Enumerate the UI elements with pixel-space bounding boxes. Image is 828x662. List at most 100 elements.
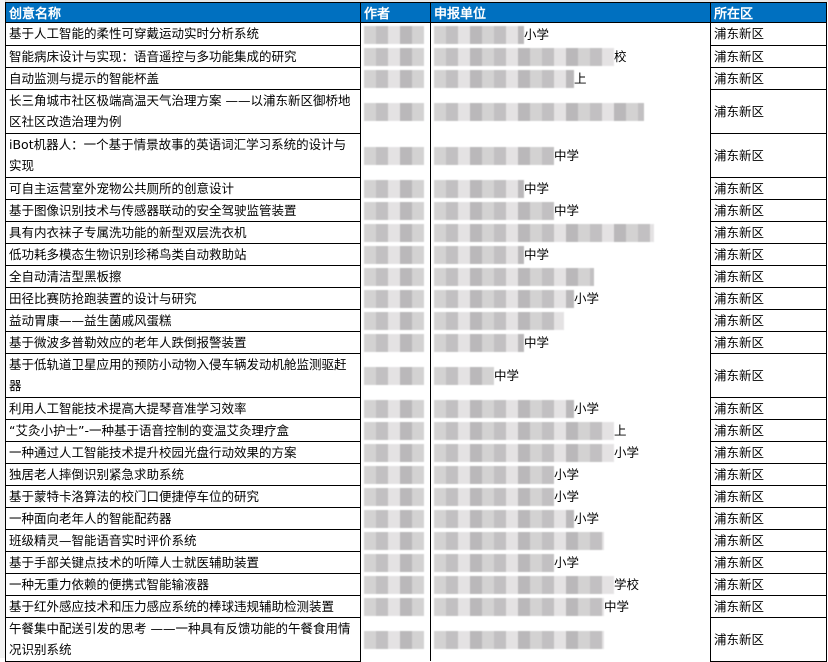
cell-author[interactable]	[360, 573, 431, 595]
cell-name[interactable]: 基于蒙特卡洛算法的校门口便捷停车位的研究	[5, 484, 361, 508]
cell-unit[interactable]	[430, 265, 711, 287]
cell-author[interactable]	[360, 265, 431, 287]
cell-author[interactable]	[360, 243, 431, 265]
cell-author[interactable]	[360, 133, 431, 177]
cell-unit[interactable]: 小学	[430, 507, 711, 529]
cell-unit[interactable]: 中学	[430, 243, 711, 265]
cell-name[interactable]: 班级精灵—智能语音实时评价系统	[5, 528, 361, 552]
cell-unit[interactable]: 中学	[430, 133, 711, 177]
cell-author[interactable]	[360, 507, 431, 529]
cell-name[interactable]: 一种面向老年人的智能配药器	[5, 506, 361, 530]
header-unit[interactable]: 申报单位	[430, 2, 711, 23]
cell-name[interactable]: 基于红外感应技术和压力感应系统的棒球违规辅助检测装置	[5, 594, 361, 618]
cell-unit[interactable]: 小学	[430, 22, 711, 45]
cell-unit[interactable]: 中学	[430, 595, 711, 617]
cell-district[interactable]: 浦东新区	[710, 396, 827, 420]
cell-name[interactable]: 独居老人摔倒识别紧急求助系统	[5, 462, 361, 486]
cell-author[interactable]	[360, 617, 431, 661]
cell-unit[interactable]: 小学	[430, 485, 711, 507]
cell-name[interactable]: 自动监测与提示的智能杯盖	[5, 66, 361, 90]
cell-name[interactable]: 低功耗多模态生物识别珍稀鸟类自动救助站	[5, 242, 361, 266]
header-district[interactable]: 所在区	[710, 2, 827, 23]
cell-author[interactable]	[360, 331, 431, 353]
cell-name[interactable]: 基于图像识别技术与传感器联动的安全驾驶监管装置	[5, 198, 361, 222]
cell-district[interactable]: 浦东新区	[710, 308, 827, 332]
cell-name[interactable]: “艾灸小护士”-一种基于语音控制的变温艾灸理疗盒	[5, 418, 361, 442]
cell-name[interactable]: 长三角城市社区极端高温天气治理方案 ——以浦东新区御桥地区社区改造治理为例	[5, 88, 361, 134]
cell-author[interactable]	[360, 485, 431, 507]
cell-unit[interactable]: 上	[430, 67, 711, 89]
cell-name[interactable]: 全自动清洁型黑板擦	[5, 264, 361, 288]
cell-district[interactable]: 浦东新区	[710, 462, 827, 486]
cell-unit[interactable]	[430, 617, 711, 661]
cell-author[interactable]	[360, 463, 431, 485]
cell-name[interactable]: 田径比赛防抢跑装置的设计与研究	[5, 286, 361, 310]
cell-district[interactable]: 浦东新区	[710, 616, 827, 662]
cell-name[interactable]: 午餐集中配送引发的思考 ——一种具有反馈功能的午餐食用情况识别系统	[5, 616, 361, 662]
cell-unit[interactable]	[430, 309, 711, 331]
cell-unit[interactable]	[430, 89, 711, 133]
cell-district[interactable]: 浦东新区	[710, 22, 827, 46]
cell-district[interactable]: 浦东新区	[710, 572, 827, 596]
cell-district[interactable]: 浦东新区	[710, 220, 827, 244]
cell-district[interactable]: 浦东新区	[710, 176, 827, 200]
cell-unit[interactable]: 学校	[430, 573, 711, 595]
cell-unit[interactable]	[430, 221, 711, 243]
cell-name[interactable]: iBot机器人：一个基于情景故事的英语词汇学习系统的设计与实现	[5, 132, 361, 178]
cell-author[interactable]	[360, 67, 431, 89]
cell-name[interactable]: 益动胃康——益生菌戚风蛋糕	[5, 308, 361, 332]
cell-district[interactable]: 浦东新区	[710, 198, 827, 222]
cell-author[interactable]	[360, 22, 431, 45]
cell-district[interactable]: 浦东新区	[710, 506, 827, 530]
cell-unit[interactable]: 中学	[430, 177, 711, 199]
cell-author[interactable]	[360, 441, 431, 463]
cell-author[interactable]	[360, 529, 431, 551]
cell-district[interactable]: 浦东新区	[710, 66, 827, 90]
cell-district[interactable]: 浦东新区	[710, 440, 827, 464]
cell-name[interactable]: 可自主运营室外宠物公共厕所的创意设计	[5, 176, 361, 200]
cell-author[interactable]	[360, 419, 431, 441]
cell-author[interactable]	[360, 287, 431, 309]
cell-author[interactable]	[360, 595, 431, 617]
cell-unit[interactable]: 校	[430, 45, 711, 67]
cell-author[interactable]	[360, 551, 431, 573]
cell-district[interactable]: 浦东新区	[710, 330, 827, 354]
cell-name[interactable]: 基于低轨道卫星应用的预防小动物入侵车辆发动机舱监测驱赶器	[5, 352, 361, 398]
cell-unit[interactable]: 小学	[430, 463, 711, 485]
cell-district[interactable]: 浦东新区	[710, 88, 827, 134]
cell-name[interactable]: 智能病床设计与实现：语音遥控与多功能集成的研究	[5, 44, 361, 68]
cell-district[interactable]: 浦东新区	[710, 550, 827, 574]
cell-district[interactable]: 浦东新区	[710, 484, 827, 508]
cell-unit[interactable]: 小学	[430, 551, 711, 573]
cell-district[interactable]: 浦东新区	[710, 44, 827, 68]
cell-author[interactable]	[360, 397, 431, 419]
cell-name[interactable]: 基于手部关键点技术的听障人士就医辅助装置	[5, 550, 361, 574]
cell-author[interactable]	[360, 177, 431, 199]
cell-unit[interactable]: 上	[430, 419, 711, 441]
cell-district[interactable]: 浦东新区	[710, 242, 827, 266]
cell-author[interactable]	[360, 309, 431, 331]
cell-district[interactable]: 浦东新区	[710, 528, 827, 552]
cell-district[interactable]: 浦东新区	[710, 286, 827, 310]
cell-unit[interactable]: 小学	[430, 397, 711, 419]
cell-name[interactable]: 基于微波多普勒效应的老年人跌倒报警装置	[5, 330, 361, 354]
cell-author[interactable]	[360, 221, 431, 243]
cell-name[interactable]: 具有内衣袜子专属洗功能的新型双层洗衣机	[5, 220, 361, 244]
header-name[interactable]: 创意名称	[5, 2, 361, 23]
cell-name[interactable]: 一种通过人工智能技术提升校园光盘行动效果的方案	[5, 440, 361, 464]
cell-author[interactable]	[360, 353, 431, 397]
cell-district[interactable]: 浦东新区	[710, 352, 827, 398]
cell-name[interactable]: 一种无重力依赖的便携式智能输液器	[5, 572, 361, 596]
cell-unit[interactable]: 小学	[430, 441, 711, 463]
cell-author[interactable]	[360, 45, 431, 67]
cell-district[interactable]: 浦东新区	[710, 264, 827, 288]
cell-name[interactable]: 基于人工智能的柔性可穿戴运动实时分析系统	[5, 22, 361, 46]
header-author[interactable]: 作者	[360, 2, 431, 23]
cell-unit[interactable]: 中学	[430, 199, 711, 221]
cell-unit[interactable]	[430, 529, 711, 551]
cell-district[interactable]: 浦东新区	[710, 594, 827, 618]
cell-district[interactable]: 浦东新区	[710, 132, 827, 178]
cell-author[interactable]	[360, 89, 431, 133]
cell-unit[interactable]: 中学	[430, 331, 711, 353]
cell-district[interactable]: 浦东新区	[710, 418, 827, 442]
